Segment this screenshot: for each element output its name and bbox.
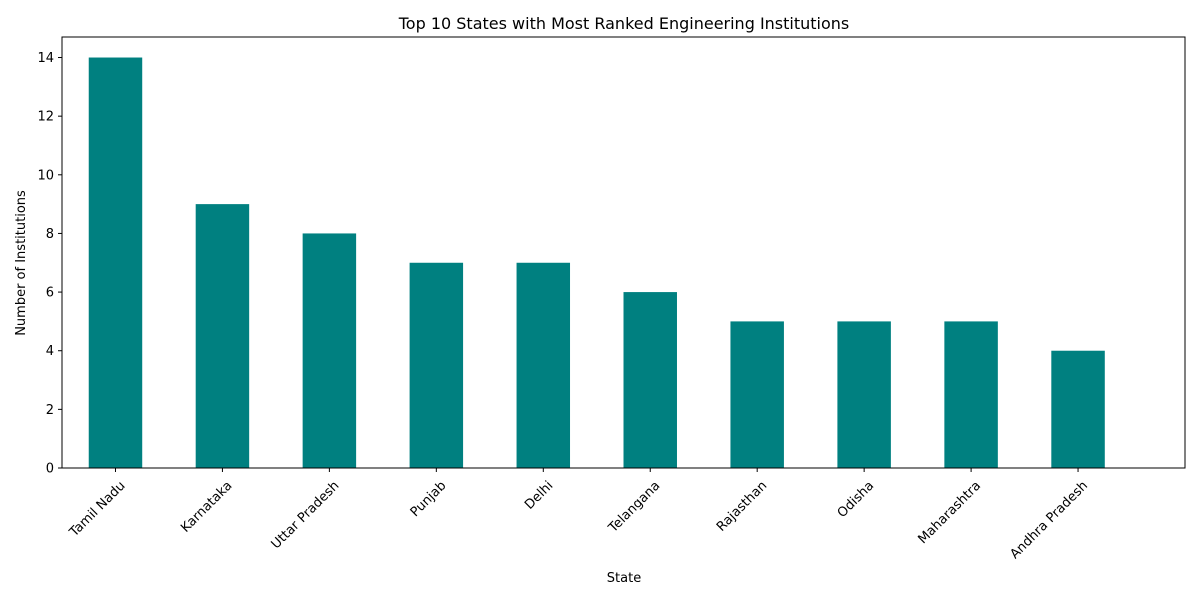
bar-punjab <box>409 262 464 468</box>
y-tick-label: 8 <box>46 227 54 242</box>
bar-uttar-pradesh <box>302 233 357 468</box>
bar-telangana <box>623 292 677 468</box>
axes-frame <box>61 36 1186 469</box>
y-axis-label: Number of Institutions <box>14 190 29 336</box>
bar-rajasthan <box>730 321 784 468</box>
x-tick-label: Maharashtra <box>915 478 984 547</box>
x-tick-label: Karnataka <box>178 478 235 535</box>
y-tick-label: 0 <box>46 462 54 477</box>
bar-tamil-nadu <box>88 57 143 469</box>
bar-andhra-pradesh <box>1051 350 1105 468</box>
x-axis: Tamil Nadu Karnataka Uttar Pradesh Punjab De… <box>66 468 1091 562</box>
x-tick-label: Andhra Pradesh <box>1007 478 1091 562</box>
bar-delhi <box>516 262 571 468</box>
bar-karnataka <box>195 204 250 468</box>
plot-area-border <box>61 36 1186 469</box>
bar-maharashtra <box>944 321 998 468</box>
bar-odisha <box>837 321 891 468</box>
y-tick-label: 10 <box>37 168 54 183</box>
x-tick-label: Rajasthan <box>714 478 770 534</box>
y-tick-label: 14 <box>37 51 54 66</box>
x-axis-label: State <box>607 571 641 586</box>
x-tick-label: Delhi <box>522 478 556 512</box>
y-tick-label: 6 <box>46 286 54 301</box>
x-tick-label: Punjab <box>408 478 450 520</box>
y-tick-label: 12 <box>37 110 54 125</box>
x-tick-label: Telangana <box>605 478 663 536</box>
x-tick-label: Tamil Nadu <box>66 478 128 540</box>
bars <box>88 57 1105 469</box>
y-axis: 0 2 4 6 8 10 12 14 <box>37 51 62 477</box>
y-tick-label: 4 <box>46 344 54 359</box>
y-tick-label: 2 <box>46 403 54 418</box>
chart-title: Top 10 States with Most Ranked Engineeri… <box>398 14 850 33</box>
x-tick-label: Uttar Pradesh <box>269 478 343 552</box>
x-tick-label: Odisha <box>835 478 877 520</box>
